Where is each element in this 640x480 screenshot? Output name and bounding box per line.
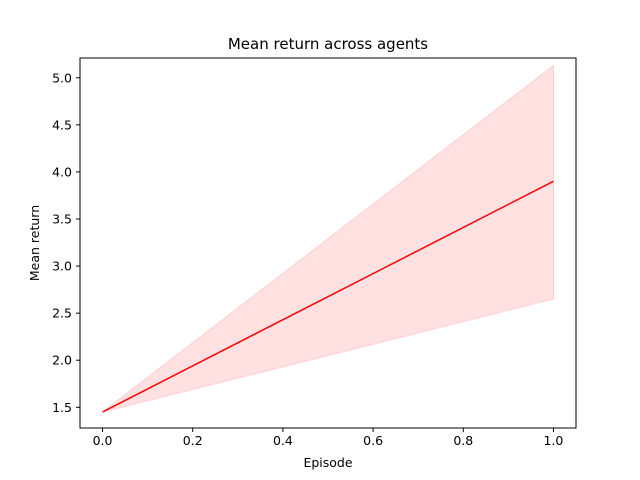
- y-tick-label: 5.0: [52, 70, 72, 85]
- x-tick-label: 0.6: [363, 433, 383, 448]
- series-line-0: [102, 180, 554, 413]
- y-tick-label: 4.0: [52, 164, 72, 179]
- confidence-band-0: [102, 64, 554, 413]
- y-tick-label: 3.0: [52, 259, 72, 274]
- confidence-band-layer: [102, 64, 554, 413]
- chart-title: Mean return across agents: [228, 35, 428, 53]
- x-tick-label: 0.0: [93, 433, 113, 448]
- x-tick-label: 0.2: [183, 433, 203, 448]
- series-line-layer: [102, 180, 554, 413]
- y-tick-label: 3.5: [52, 211, 72, 226]
- y-axis-label: Mean return: [27, 205, 42, 281]
- y-tick-label: 4.5: [52, 117, 72, 132]
- x-axis-label: Episode: [303, 455, 352, 470]
- plot-frame: [79, 57, 577, 429]
- x-tick-label: 0.8: [453, 433, 473, 448]
- y-tick-label: 2.5: [52, 306, 72, 321]
- y-axis-ticks: 1.5 2.0 2.5 3.0 3.5 4.0 4.5 5.0: [52, 70, 80, 415]
- y-tick-label: 1.5: [52, 400, 72, 415]
- x-tick-label: 0.4: [273, 433, 293, 448]
- x-tick-label: 1.0: [544, 433, 564, 448]
- x-axis-ticks: 0.0 0.2 0.4 0.6 0.8 1.0: [93, 428, 564, 448]
- y-tick-label: 2.0: [52, 353, 72, 368]
